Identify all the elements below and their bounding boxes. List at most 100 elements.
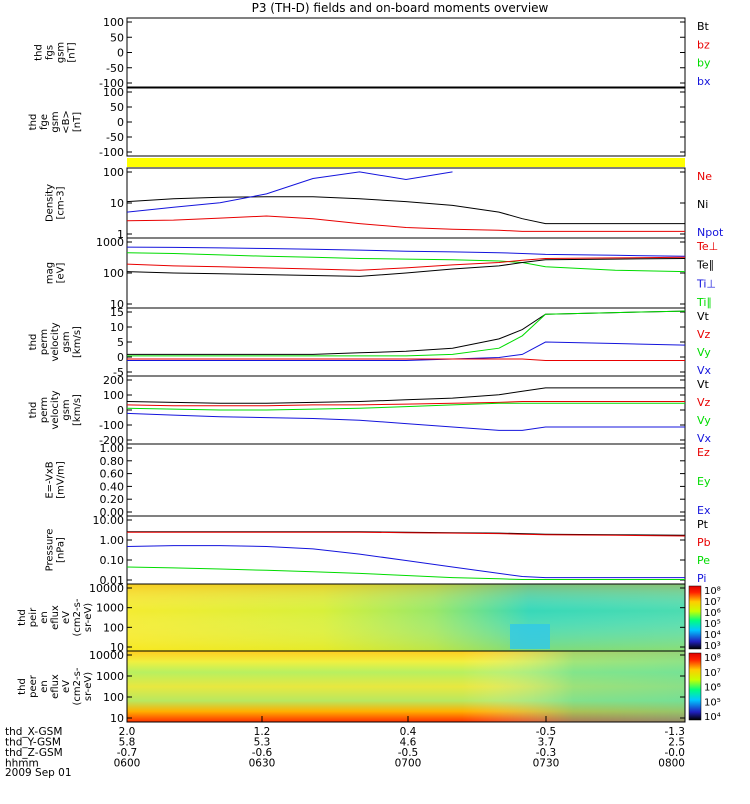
y-axis-label: [nT] <box>72 112 83 132</box>
y-axis-label: [cm-3] <box>56 186 67 219</box>
y-tick-label: 200 <box>103 374 124 387</box>
y-tick-label: 10 <box>110 197 124 210</box>
y-axis-label: (cm2-s- <box>72 598 83 636</box>
y-axis-label: thd <box>34 44 45 61</box>
y-axis-label: thd <box>17 609 28 626</box>
x-column-value: 5.8 <box>119 737 136 749</box>
y-axis-label: thd <box>28 402 39 419</box>
y-tick-label: 0.80 <box>100 455 125 468</box>
y-axis-label: (cm2-s- <box>72 667 83 705</box>
y-tick-label: 5 <box>117 336 124 349</box>
colorbar <box>688 652 702 721</box>
series-line-Ti∥ <box>126 252 686 273</box>
y-tick-label: 1 <box>117 228 124 241</box>
y-axis-label: thd <box>28 114 39 131</box>
y-tick-label: 100 <box>103 267 124 280</box>
panel-frame <box>126 650 686 723</box>
colorbar <box>688 585 702 650</box>
y-tick-label: -200 <box>99 434 124 447</box>
y-axis-label: peir <box>28 607 39 627</box>
series-line-Vz <box>126 401 685 407</box>
panel-flag-bar <box>127 158 685 167</box>
y-tick-label: 10000 <box>89 649 124 662</box>
x-column-value: -0.5 <box>536 726 557 738</box>
series-line-Vt <box>126 387 685 404</box>
y-axis-label: eflux <box>50 605 61 630</box>
y-axis-label: [nPa] <box>56 537 67 563</box>
x-column-value: 4.6 <box>400 737 417 749</box>
y-tick-label: 0.20 <box>100 493 125 506</box>
y-axis-label: [km/s] <box>72 394 83 426</box>
y-axis-label: velocity <box>50 322 61 361</box>
y-tick-label: 0.00 <box>100 506 125 519</box>
legend-entry: Ne <box>697 170 712 183</box>
series-line-Vx <box>127 341 686 361</box>
series-line-Vz <box>127 358 685 361</box>
x-row-label: thd_X-GSM <box>5 726 62 738</box>
x-column-value: -0.0 <box>665 747 686 759</box>
y-axis-label: eflux <box>50 674 61 699</box>
x-column-value: -0.3 <box>536 747 557 759</box>
panel-frame <box>126 515 686 585</box>
panel-e-field: 1.000.800.600.400.200.00 E=-VxB [mV/m] Ez Ey… <box>45 442 711 519</box>
y-tick-label: 1000 <box>96 670 124 683</box>
series-line-Vy <box>126 402 685 411</box>
y-axis-label: [nT] <box>67 42 78 62</box>
y-tick-label: 0.10 <box>100 554 125 567</box>
y-axis-label: gsm <box>50 111 61 132</box>
panel-fge: 100 50 0 -50 -100 thd fge gsm <B> [nT] <box>28 86 686 159</box>
y-axis-label: gsm <box>61 331 72 352</box>
series-line-Vy <box>127 310 686 357</box>
series-line-Npot <box>126 171 453 213</box>
figure-title: P3 (TH-D) fields and on-board moments ov… <box>252 1 549 15</box>
y-axis-label: Pressure <box>45 529 56 572</box>
legend-entry: Pe <box>697 554 710 567</box>
y-tick-label: 10 <box>110 712 124 725</box>
legend-entry: Vt <box>697 378 710 391</box>
series-line-Ne <box>126 215 685 232</box>
y-axis-label: thd <box>28 334 39 351</box>
y-axis-label: <B> <box>61 110 72 134</box>
y-axis-label: perm <box>39 329 50 355</box>
y-axis-label: perm <box>39 397 50 423</box>
y-axis-label: en <box>39 680 50 693</box>
y-tick-label: 100 <box>103 389 124 402</box>
y-axis-label: [eV] <box>56 263 67 284</box>
y-axis-label: peer <box>28 674 39 698</box>
panel-temperature: 1000 100 10 mag [eV] Te⊥ Te∥ Ti⊥ Ti∥ <box>45 236 719 311</box>
y-axis-label: en <box>39 611 50 624</box>
x-row-label: hhmm <box>5 758 39 770</box>
colorbar-tick-label: 10⁸ <box>704 653 721 664</box>
legend-entry: Vt <box>697 310 710 323</box>
y-tick-label: 1000 <box>96 602 124 615</box>
panel-frame <box>126 443 686 517</box>
legend-entry: Ti⊥ <box>696 277 716 290</box>
panel-velocity-esa: 15 10 5 0 -5 thd perm velocity gsm [km/s] Vt Vz Vy Vx <box>28 306 712 379</box>
series-line-Te⊥ <box>126 256 686 271</box>
ion-spectrogram-shading <box>127 584 685 651</box>
y-axis-label: sr-eV) <box>83 603 94 632</box>
legend-entry: Ey <box>697 475 711 488</box>
y-axis-label: eV <box>61 680 72 693</box>
legend-entry: Vz <box>697 396 711 409</box>
x-column-value: 0730 <box>533 758 560 770</box>
legend-entry: Bt <box>697 20 710 33</box>
y-tick-label: 0 <box>117 404 124 417</box>
x-columns: 2.05.8-0.706001.25.3-0.606300.44.6-0.507… <box>114 726 685 770</box>
x-column-value: 3.7 <box>538 737 555 749</box>
legend-entry: Te∥ <box>696 259 714 272</box>
y-tick-label: 10000 <box>89 582 124 595</box>
y-tick-label: 1.00 <box>100 442 125 455</box>
colorbar-tick-label: 10³ <box>704 641 721 652</box>
x-column-value: 5.3 <box>254 737 271 749</box>
panel-pressure: 10.00 1.00 0.10 0.01 Pressure [nPa] Pt Pb Pe Pi <box>45 514 711 587</box>
legend-entry: Vy <box>697 414 711 427</box>
series-line-Vt <box>127 310 686 355</box>
y-tick-label: 0 <box>117 351 124 364</box>
colorbar-tick-label: 10⁸ <box>704 586 721 597</box>
x-column-value: 0800 <box>658 758 685 770</box>
colorbar-tick-label: 10⁶ <box>704 683 721 694</box>
